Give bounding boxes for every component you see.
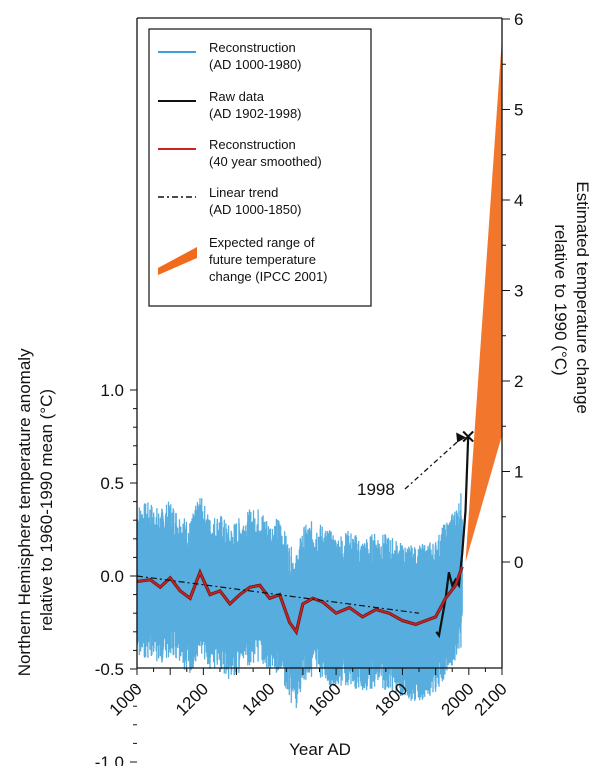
legend-label-4: future temperature <box>209 252 316 267</box>
y-axis-right-label: Estimated temperature change relative to… <box>551 181 592 418</box>
y-right-label-line-2: relative to 1990 (°C) <box>551 224 570 375</box>
y-right-tick-label: 3 <box>514 282 523 301</box>
y-left-label-line-2: relative to 1960-1990 mean (°C) <box>37 389 56 631</box>
plot-layer: 1998 <box>136 37 502 709</box>
x-tick-label: 2100 <box>471 679 511 719</box>
annotation-label: 1998 <box>357 480 395 499</box>
reconstruction-band <box>136 493 463 709</box>
legend-label-2: Reconstruction <box>209 137 296 152</box>
legend-label-1: (AD 1902-1998) <box>209 106 302 121</box>
y-right-tick-label: 0 <box>514 553 523 572</box>
annotation-arrowhead <box>456 432 467 443</box>
x-axis-label: Year AD <box>289 740 351 759</box>
y-left-tick-label: -1.0 <box>95 753 124 766</box>
smoothed-reconstruction-line <box>136 566 463 634</box>
annotation-marker <box>462 430 474 443</box>
y-right-tick-label: 2 <box>514 372 523 391</box>
y-right-tick-label: 4 <box>514 191 523 210</box>
y-right-tick-label: 1 <box>514 463 523 482</box>
x-tick-label: 1600 <box>305 679 345 719</box>
legend-label-1: Raw data <box>209 89 265 104</box>
legend-label-0: (AD 1000-1980) <box>209 57 302 72</box>
legend-label-4: change (IPCC 2001) <box>209 269 328 284</box>
raw-data-line <box>435 436 470 639</box>
y-left-tick-label: 0.0 <box>100 567 124 586</box>
x-tick-label: 2000 <box>437 679 477 719</box>
annotation-arrow-line <box>404 437 463 490</box>
ipcc-range-area <box>465 37 502 563</box>
legend-swatch-4 <box>158 247 197 275</box>
x-tick-label: 1200 <box>172 679 212 719</box>
x-tick-label: 1400 <box>238 679 278 719</box>
x-tick-label: 1000 <box>106 679 146 719</box>
y-left-tick-label: 1.0 <box>100 381 124 400</box>
y-left-label-line-1: Northern Hemisphere temperature anomaly <box>15 348 34 676</box>
y-left-tick-label: 0.5 <box>100 474 124 493</box>
legend-label-2: (40 year smoothed) <box>209 154 322 169</box>
legend: Reconstruction (AD 1000-1980) Raw data (AD … <box>148 28 372 307</box>
legend-label-0: Reconstruction <box>209 40 296 55</box>
legend-label-3: (AD 1000-1850) <box>209 202 302 217</box>
y-right-label-line-1: Estimated temperature change <box>573 181 592 413</box>
linear-trend-line <box>136 575 420 614</box>
y-left-tick-label: -0.5 <box>95 660 124 679</box>
legend-label-3: Linear trend <box>209 185 278 200</box>
legend-label-4: Expected range of <box>209 235 315 250</box>
y-right-tick-label: 6 <box>514 10 523 29</box>
y-axis-left-label: Northern Hemisphere temperature anomaly … <box>15 344 56 677</box>
y-right-tick-label: 5 <box>514 101 523 120</box>
